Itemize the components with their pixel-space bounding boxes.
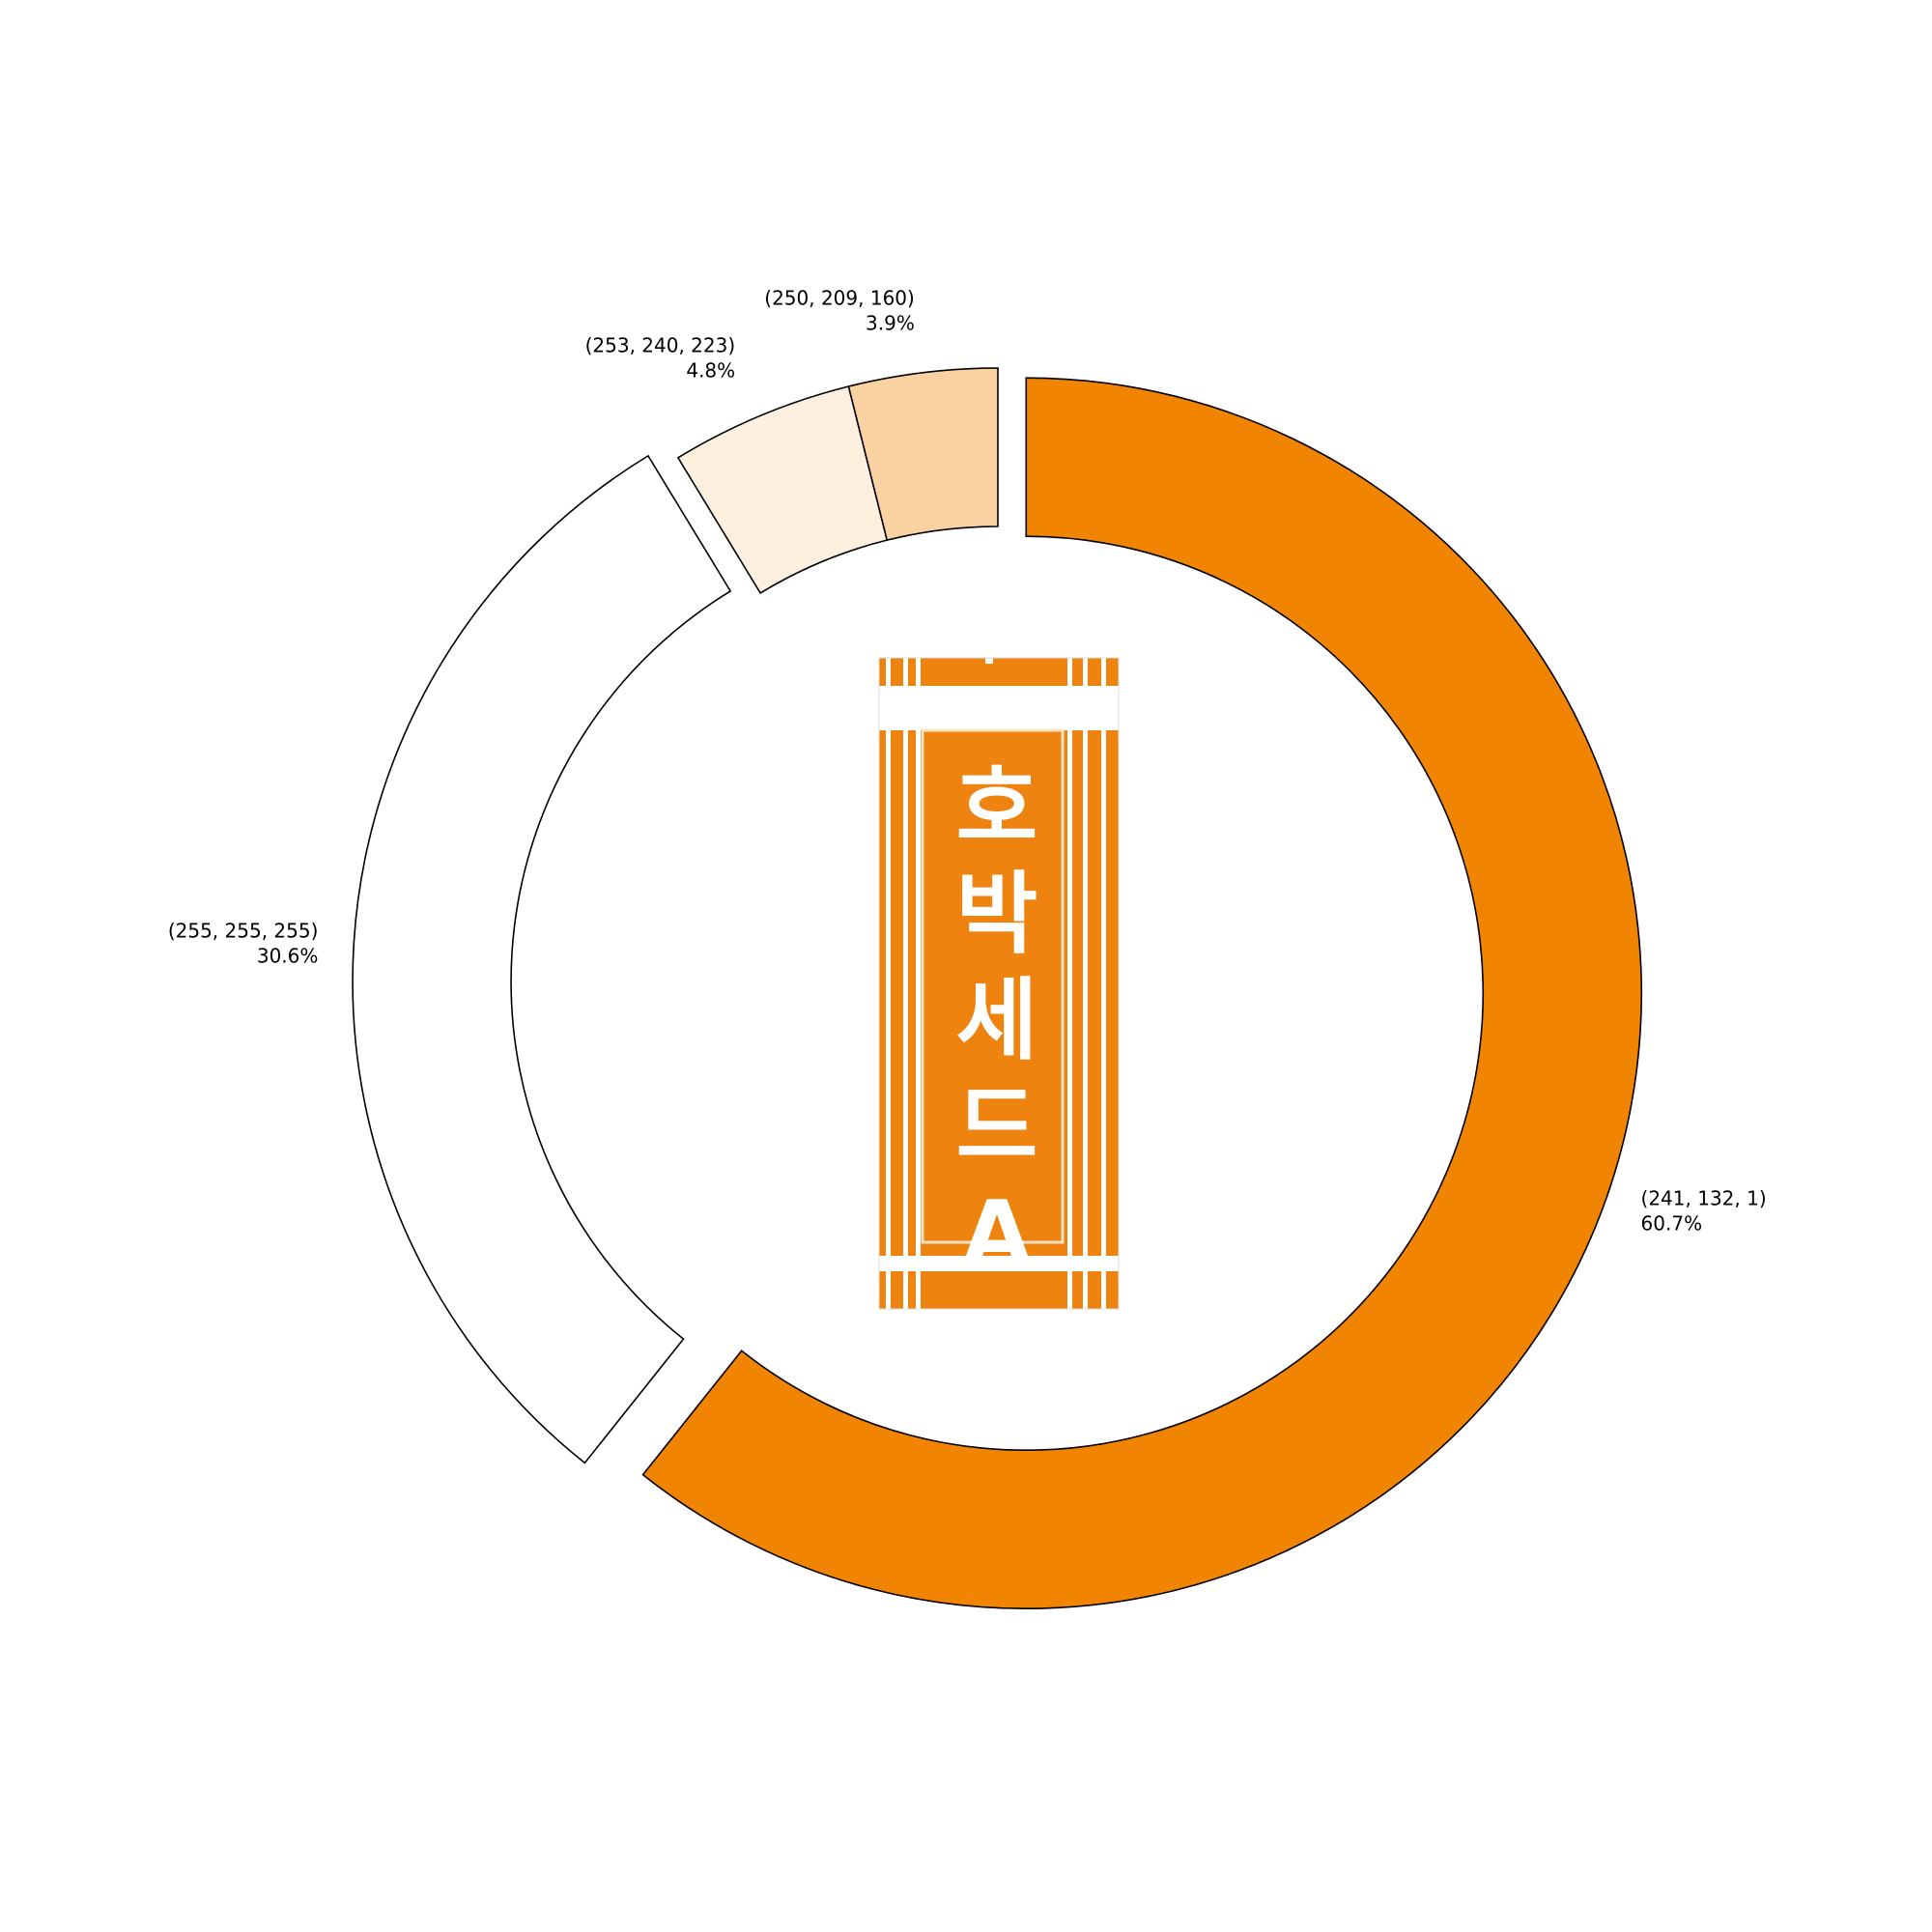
- donut-slice-1: [352, 454, 732, 1464]
- slice-percent-1: 30.6%: [257, 945, 319, 968]
- donut-slices: [352, 367, 1643, 1609]
- donut-slice-0: [641, 377, 1643, 1609]
- slice-labels: (241, 132, 1)60.7% (255, 255, 255)30.6% (2…: [168, 286, 1767, 1235]
- donut-slice-3: [847, 367, 999, 542]
- slice-percent-0: 60.7%: [1641, 1212, 1703, 1236]
- slice-label-0: (241, 132, 1): [1641, 1187, 1767, 1210]
- slice-label-2: (253, 240, 223): [585, 334, 736, 357]
- slice-label-1: (255, 255, 255): [168, 920, 319, 943]
- slice-label-3: (250, 209, 160): [764, 286, 915, 309]
- slice-percent-3: 3.9%: [866, 311, 915, 334]
- slice-percent-2: 4.8%: [686, 359, 735, 383]
